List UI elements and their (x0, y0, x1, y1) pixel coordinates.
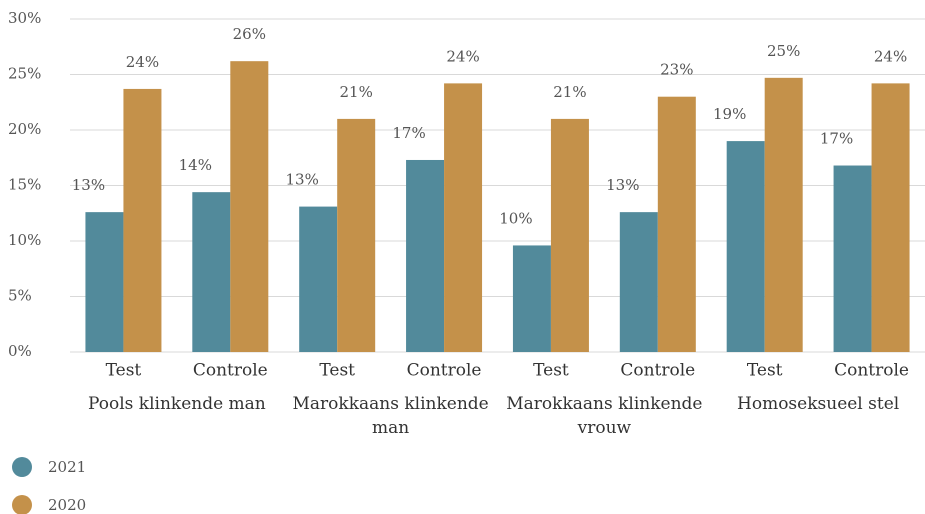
data-label: 24% (126, 53, 159, 71)
data-label: 14% (179, 156, 212, 174)
x-tick-label: Controle (407, 361, 482, 381)
bar (85, 212, 124, 352)
group-label: Pools klinkende man (87, 394, 266, 414)
data-label: 13% (72, 176, 105, 194)
y-tick-label: 15% (8, 176, 41, 194)
y-tick-label: 30% (8, 9, 41, 27)
bar (444, 83, 483, 352)
x-tick-label: Test (106, 361, 142, 381)
data-label: 17% (392, 124, 425, 142)
legend-label: 2020 (48, 496, 86, 514)
data-label: 13% (606, 176, 639, 194)
bar (726, 141, 765, 352)
bar (192, 192, 231, 352)
group-label: Marokkaans klinkende vrouw (506, 394, 703, 438)
bar (871, 83, 910, 352)
group-label: Homoseksueel stel (737, 394, 900, 414)
legend-marker (12, 495, 32, 514)
x-tick-label: Test (533, 361, 569, 381)
bar (657, 96, 696, 352)
group-label: Marokkaans klinkende man (292, 394, 489, 438)
x-tick-label: Controle (193, 361, 268, 381)
y-tick-label: 20% (8, 120, 41, 138)
bar (619, 212, 658, 352)
bar (230, 61, 269, 353)
bar (764, 77, 803, 352)
bar (550, 118, 589, 353)
bar (123, 88, 162, 353)
data-label: 17% (820, 130, 853, 148)
data-label: 25% (767, 42, 800, 60)
data-label: 19% (713, 105, 746, 123)
x-tick-label: Controle (834, 361, 909, 381)
y-tick-label: 0% (8, 342, 32, 360)
bar (337, 118, 376, 353)
data-label: 21% (340, 83, 373, 101)
data-label: 13% (286, 171, 319, 189)
x-tick-label: Test (319, 361, 355, 381)
data-label: 24% (874, 47, 907, 65)
x-tick-label: Test (747, 361, 783, 381)
bar (299, 206, 338, 352)
legend-marker (12, 457, 32, 477)
data-label: 23% (660, 61, 693, 79)
data-label: 10% (499, 209, 532, 227)
x-tick-label: Controle (620, 361, 695, 381)
bar (833, 165, 872, 352)
bar (406, 159, 445, 352)
legend-label: 2021 (48, 458, 86, 476)
y-tick-label: 5% (8, 287, 32, 305)
data-label: 24% (446, 47, 479, 65)
data-label: 26% (233, 25, 266, 43)
y-tick-label: 25% (8, 65, 41, 83)
y-tick-label: 10% (8, 231, 41, 249)
bar (512, 245, 551, 352)
data-label: 21% (553, 83, 586, 101)
